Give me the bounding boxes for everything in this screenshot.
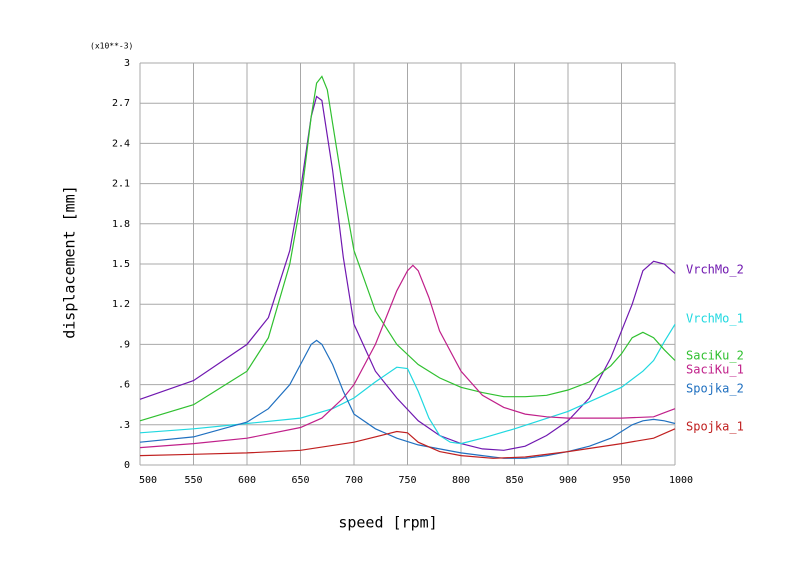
x-tick-label: 1000 bbox=[669, 475, 693, 486]
x-tick-label: 500 bbox=[139, 475, 157, 486]
y-tick-label: 0 bbox=[124, 460, 130, 471]
series-line bbox=[139, 323, 676, 445]
x-axis-title: speed [rpm] bbox=[338, 514, 437, 532]
y-tick-label: 2.1 bbox=[112, 179, 130, 190]
series-line bbox=[139, 75, 676, 422]
legend-label: VrchMo_1 bbox=[686, 312, 744, 326]
series-line bbox=[139, 428, 676, 459]
y-tick-label: 3 bbox=[124, 58, 130, 69]
series-line bbox=[139, 339, 676, 459]
x-tick-label: 850 bbox=[505, 475, 523, 486]
y-tick-label: 1.8 bbox=[112, 219, 130, 230]
x-tick-label: 950 bbox=[612, 475, 630, 486]
y-axis-title: displacement [mm] bbox=[61, 185, 79, 339]
legend-label: Spojka_2 bbox=[686, 382, 744, 396]
x-tick-label: 600 bbox=[238, 475, 256, 486]
series-line bbox=[139, 95, 676, 451]
x-tick-label: 800 bbox=[452, 475, 470, 486]
x-tick-label: 550 bbox=[184, 475, 202, 486]
y-tick-label: 1.5 bbox=[112, 259, 130, 270]
y-tick-label: .6 bbox=[118, 380, 130, 391]
y-tick-label: 2.7 bbox=[112, 98, 130, 109]
series-line bbox=[139, 264, 676, 449]
y-tick-label: 1.2 bbox=[112, 299, 130, 310]
x-tick-label: 700 bbox=[345, 475, 363, 486]
legend-label: SaciKu_1 bbox=[686, 363, 744, 377]
x-tick-label: 650 bbox=[291, 475, 309, 486]
x-tick-label: 900 bbox=[559, 475, 577, 486]
legend-label: SaciKu_2 bbox=[686, 349, 744, 363]
legend-label: Spojka_1 bbox=[686, 420, 744, 434]
y-multiplier: (x10**-3) bbox=[90, 42, 133, 51]
y-tick-label: .3 bbox=[118, 420, 130, 431]
y-tick-label: .9 bbox=[118, 339, 130, 350]
x-tick-label: 750 bbox=[398, 475, 416, 486]
y-tick-label: 2.4 bbox=[112, 138, 130, 149]
legend-label: VrchMo_2 bbox=[686, 263, 744, 277]
